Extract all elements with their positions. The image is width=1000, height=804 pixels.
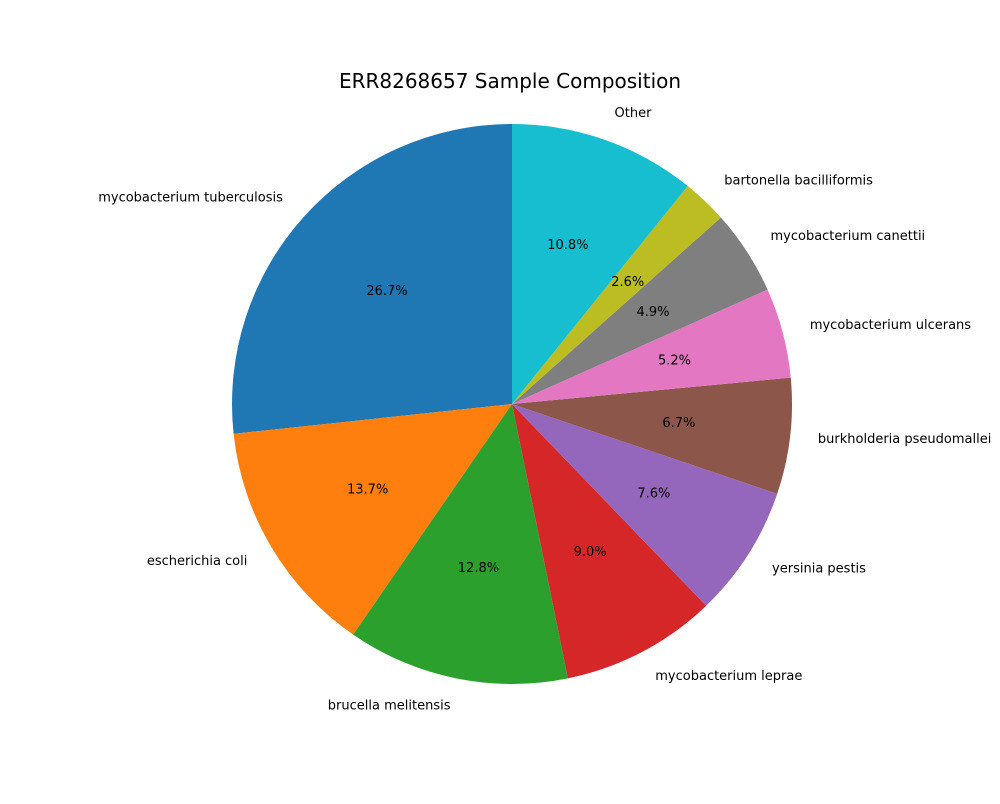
pie-slice-mycobacterium-tuberculosis xyxy=(232,124,512,434)
slice-label-mycobacterium-canettii: mycobacterium canettii xyxy=(770,229,925,244)
pie-slice-other xyxy=(512,124,688,404)
pct-label-mycobacterium-ulcerans: 5.2% xyxy=(658,354,691,369)
pie-slice-brucella-melitensis xyxy=(353,404,568,685)
pie-slice-mycobacterium-ulcerans xyxy=(512,289,791,404)
pct-label-escherichia-coli: 13.7% xyxy=(347,482,388,497)
slice-label-other: Other xyxy=(615,106,653,121)
slice-label-mycobacterium-leprae: mycobacterium leprae xyxy=(655,669,802,684)
pct-label-mycobacterium-tuberculosis: 26.7% xyxy=(366,284,407,299)
pct-label-other: 10.8% xyxy=(547,238,588,253)
slice-label-bartonella-bacilliformis: bartonella bacilliformis xyxy=(724,173,873,188)
pct-label-bartonella-bacilliformis: 2.6% xyxy=(611,275,644,290)
pie-slice-escherichia-coli xyxy=(233,404,512,635)
slice-label-mycobacterium-ulcerans: mycobacterium ulcerans xyxy=(810,318,971,333)
pie-slice-bartonella-bacilliformis xyxy=(512,186,721,404)
slice-label-brucella-melitensis: brucella melitensis xyxy=(328,698,451,713)
pct-label-brucella-melitensis: 12.8% xyxy=(458,561,499,576)
slice-label-mycobacterium-tuberculosis: mycobacterium tuberculosis xyxy=(98,191,283,206)
pct-label-mycobacterium-canettii: 4.9% xyxy=(636,305,669,320)
slices-group xyxy=(232,124,793,685)
pct-label-yersinia-pestis: 7.6% xyxy=(637,487,670,502)
pct-label-burkholderia-pseudomallei: 6.7% xyxy=(662,416,695,431)
slice-label-escherichia-coli: escherichia coli xyxy=(147,554,248,569)
pct-labels-group: 26.7% 13.7% 12.8% 9.0% 7.6% 6.7% 5.2% 4.9% 2.6% 1… xyxy=(347,238,695,576)
labels-group: mycobacterium tuberculosis escherichia co… xyxy=(98,106,991,713)
pie-slice-burkholderia-pseudomallei xyxy=(512,377,793,494)
chart-title: ERR8268657 Sample Composition xyxy=(339,69,681,93)
pie-slice-mycobacterium-canettii xyxy=(512,217,768,404)
pie-slice-mycobacterium-leprae xyxy=(512,404,707,679)
slice-label-yersinia-pestis: yersinia pestis xyxy=(772,562,866,577)
slice-label-burkholderia-pseudomallei: burkholderia pseudomallei xyxy=(818,432,991,447)
pie-slice-yersinia-pestis xyxy=(512,404,778,606)
pct-label-mycobacterium-leprae: 9.0% xyxy=(574,545,607,560)
